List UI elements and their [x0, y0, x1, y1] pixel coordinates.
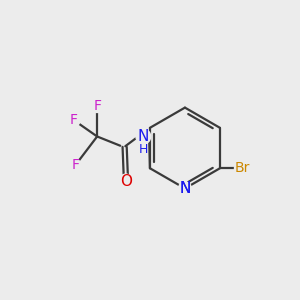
Text: N: N: [179, 181, 190, 196]
Text: F: F: [71, 158, 79, 172]
Text: F: F: [93, 100, 101, 113]
Circle shape: [136, 129, 151, 144]
Text: N: N: [138, 129, 149, 144]
Text: H: H: [139, 143, 148, 156]
Circle shape: [235, 161, 249, 176]
Circle shape: [119, 174, 133, 188]
Circle shape: [178, 182, 191, 195]
Text: F: F: [70, 113, 78, 127]
Text: Br: Br: [234, 161, 250, 175]
Circle shape: [91, 100, 103, 112]
Text: O: O: [120, 174, 132, 189]
Circle shape: [68, 114, 80, 126]
Circle shape: [69, 159, 81, 171]
Text: N: N: [179, 181, 190, 196]
